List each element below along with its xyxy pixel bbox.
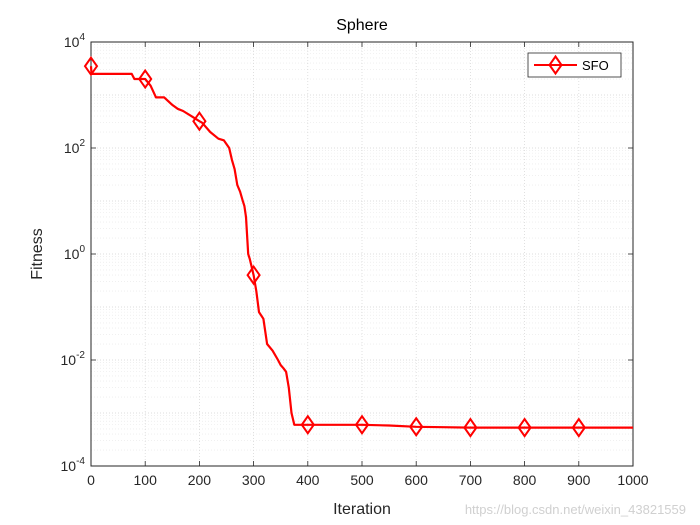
x-tick-label: 600 bbox=[405, 472, 429, 488]
x-tick-label: 700 bbox=[459, 472, 483, 488]
data-point-marker bbox=[463, 417, 478, 438]
grid bbox=[90, 41, 634, 467]
x-tick-label: 100 bbox=[134, 472, 158, 488]
data-point-marker bbox=[246, 264, 261, 286]
y-tick-label: 104 bbox=[64, 32, 86, 50]
x-tick-label: 300 bbox=[242, 472, 266, 488]
x-tick-label: 1000 bbox=[617, 472, 648, 488]
y-tick-label: 10-2 bbox=[61, 350, 86, 368]
y-tick-label: 10-4 bbox=[61, 456, 86, 474]
data-point-marker bbox=[192, 110, 207, 132]
data-point-marker bbox=[354, 414, 370, 435]
data-point-marker bbox=[571, 417, 587, 438]
x-tick-label: 400 bbox=[296, 472, 320, 488]
watermark: https://blog.csdn.net/weixin_43821559 bbox=[464, 502, 686, 517]
y-tick-label: 100 bbox=[64, 244, 86, 262]
chart-title: Sphere bbox=[336, 17, 388, 34]
data-point-marker bbox=[300, 414, 316, 435]
x-tick-label: 900 bbox=[567, 472, 591, 488]
legend: SFO bbox=[527, 52, 622, 78]
series-line-sfo bbox=[89, 66, 633, 429]
series bbox=[83, 55, 633, 438]
x-tick-label: 0 bbox=[87, 472, 95, 488]
data-point-marker bbox=[137, 68, 153, 90]
data-point-marker bbox=[517, 417, 532, 438]
data-point-marker bbox=[408, 416, 424, 437]
x-axis-label: Iteration bbox=[333, 501, 391, 518]
y-tick-label: 102 bbox=[64, 138, 86, 156]
data-point-marker bbox=[83, 55, 99, 77]
axes: 0 100 200 300 400 500 600 700 800 900 1000 10-4 10-2… bbox=[61, 32, 649, 488]
x-tick-label: 800 bbox=[513, 472, 537, 488]
x-tick-label: 500 bbox=[350, 472, 374, 488]
y-axis-label: Fitness bbox=[29, 228, 46, 280]
legend-entry-label: SFO bbox=[582, 58, 609, 73]
legend-marker bbox=[548, 54, 563, 76]
x-tick-label: 200 bbox=[188, 472, 212, 488]
